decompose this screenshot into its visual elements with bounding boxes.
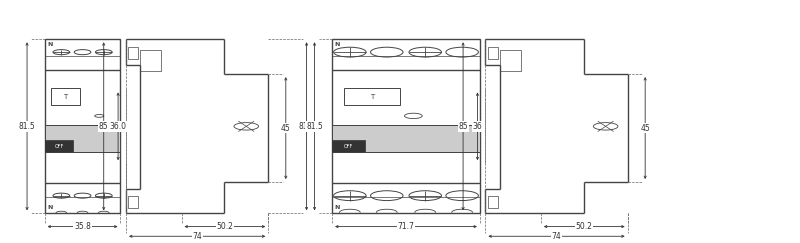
Text: 81.5: 81.5 — [18, 122, 35, 131]
Bar — [141, 50, 162, 71]
Text: N: N — [47, 205, 52, 210]
Bar — [332, 125, 480, 152]
Bar — [45, 39, 121, 213]
Text: 35.8: 35.8 — [74, 222, 91, 231]
Text: T: T — [63, 94, 67, 100]
Text: 85: 85 — [458, 122, 468, 131]
Text: T: T — [370, 94, 374, 100]
Bar — [344, 88, 400, 105]
Text: 74: 74 — [192, 232, 202, 241]
Text: 45: 45 — [640, 124, 650, 133]
Text: 45: 45 — [281, 124, 290, 133]
Text: 71.7: 71.7 — [398, 222, 414, 231]
Text: N: N — [334, 42, 340, 47]
Text: 81.5: 81.5 — [298, 122, 315, 131]
Text: N: N — [334, 205, 340, 210]
Text: N: N — [47, 42, 52, 47]
Bar — [500, 50, 521, 71]
Text: 36.0: 36.0 — [110, 122, 126, 131]
Text: 50.2: 50.2 — [576, 222, 593, 231]
Bar — [50, 88, 79, 105]
Text: OFF: OFF — [344, 144, 353, 149]
Bar — [128, 196, 138, 208]
Bar — [332, 39, 480, 213]
Bar — [45, 140, 74, 152]
Text: OFF: OFF — [54, 144, 64, 149]
Text: 85: 85 — [99, 122, 109, 131]
Bar — [128, 47, 138, 59]
Bar — [332, 140, 365, 152]
Bar — [488, 196, 498, 208]
Text: 50.2: 50.2 — [217, 222, 234, 231]
Text: 74: 74 — [552, 232, 562, 241]
Text: 81.5: 81.5 — [306, 122, 323, 131]
Bar — [45, 125, 121, 152]
Bar — [488, 47, 498, 59]
Text: 36: 36 — [473, 122, 482, 131]
